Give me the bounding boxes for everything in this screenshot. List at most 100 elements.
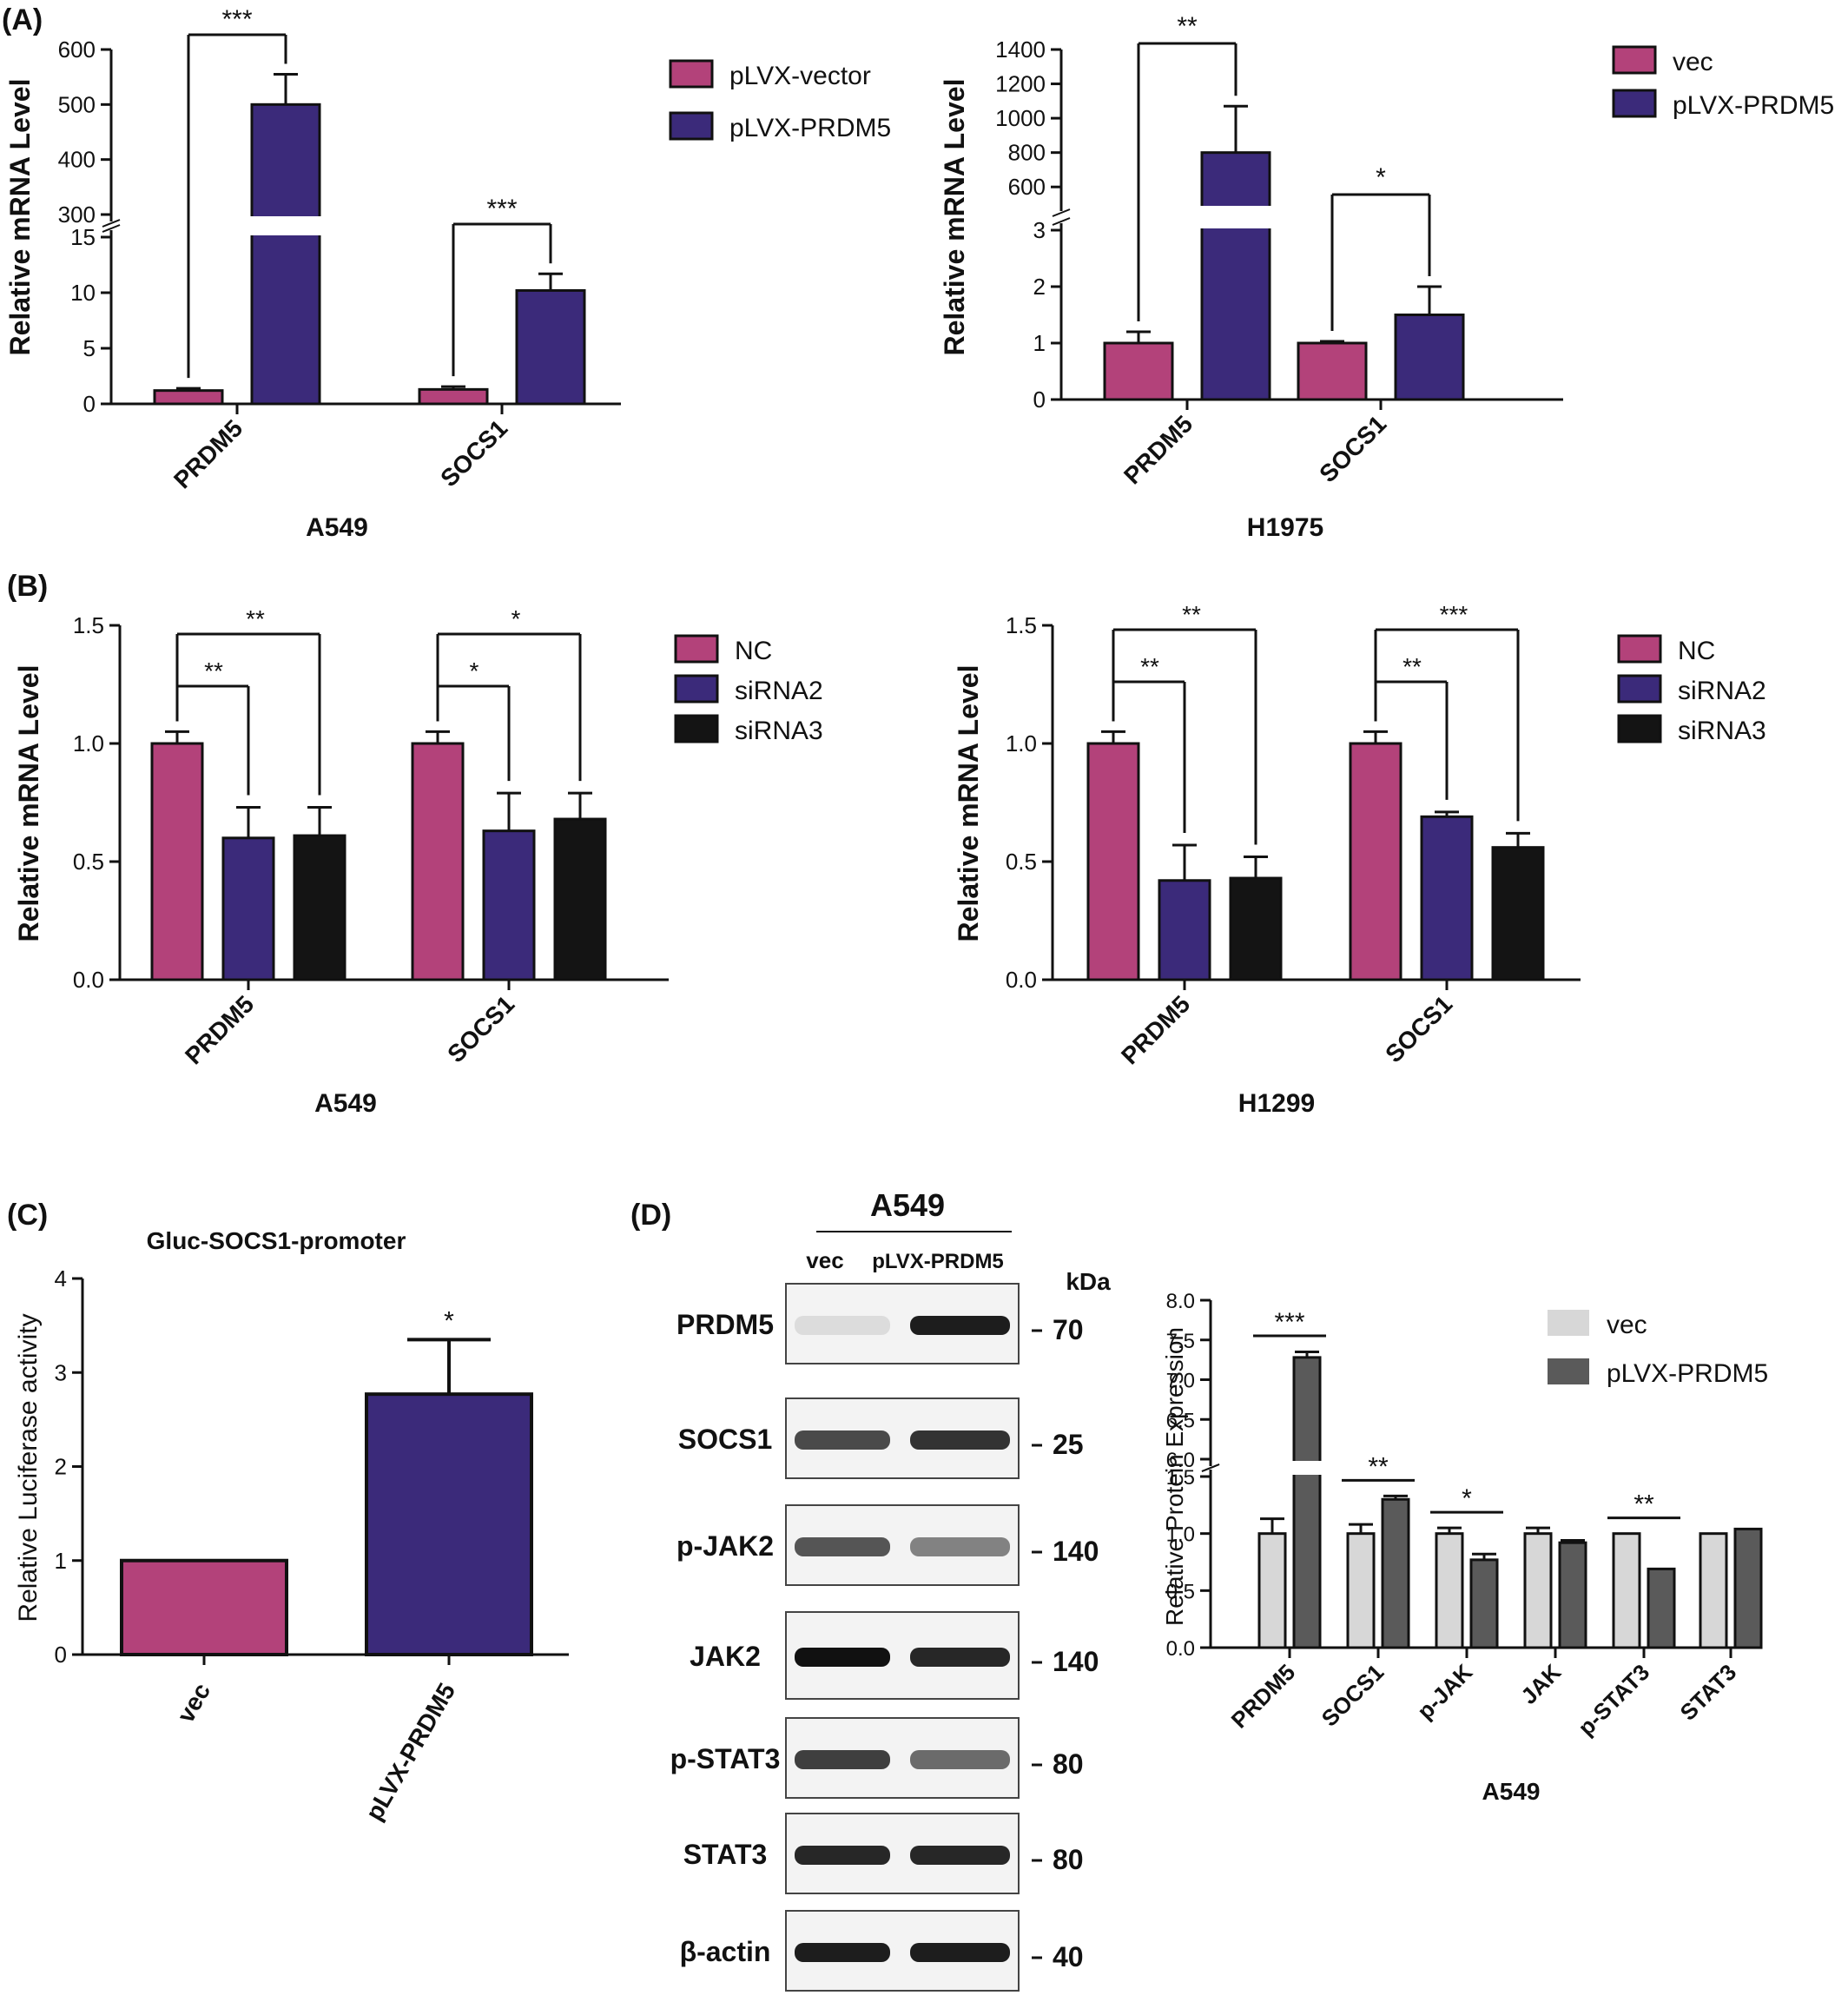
- category-label: PRDM5: [168, 414, 248, 493]
- x-axis-title: A549: [1482, 1778, 1541, 1805]
- kda-value: 80: [1053, 1844, 1084, 1875]
- bar: [1558, 1541, 1587, 1649]
- y-tick-label: 0.0: [73, 967, 104, 993]
- significance-mark: *: [1376, 163, 1386, 192]
- kda-value: 70: [1053, 1314, 1084, 1345]
- legend-label: pLVX-PRDM5: [1607, 1359, 1768, 1388]
- legend-swatch: [674, 634, 719, 664]
- bar: [150, 742, 204, 981]
- y-tick-label: 1.5: [73, 612, 104, 638]
- panel-label-c: (C): [7, 1199, 48, 1232]
- bar: [1349, 742, 1402, 981]
- x-axis-title: H1299: [1238, 1089, 1315, 1118]
- y-tick-label: 1.5: [1006, 612, 1037, 638]
- legend-label: pLVX-vector: [729, 62, 871, 90]
- bar: [1733, 1527, 1763, 1649]
- bar: [418, 387, 489, 406]
- y-tick-label: 0.5: [73, 849, 104, 875]
- category-label: PRDM5: [1226, 1659, 1301, 1734]
- y-tick-label: 3: [55, 1359, 67, 1385]
- blot-cell-line: A549: [870, 1187, 945, 1223]
- y-tick-label: 6.0: [1166, 1449, 1195, 1472]
- bar: [1612, 1532, 1641, 1649]
- axis-break-mark: [102, 224, 121, 233]
- y-tick-label: 15: [70, 224, 96, 250]
- legend-swatch: [669, 59, 714, 89]
- legend-label: vec: [1607, 1311, 1647, 1339]
- blot-protein-label: JAK2: [690, 1641, 761, 1672]
- bar: [1103, 341, 1174, 401]
- y-tick-label: 1200: [995, 71, 1046, 97]
- kda-value: 140: [1053, 1646, 1099, 1677]
- y-tick-label: 0: [83, 391, 96, 417]
- bar: [515, 288, 586, 406]
- y-tick-label: 7.0: [1166, 1370, 1195, 1393]
- bar: [1257, 1532, 1287, 1649]
- blot-lane-label: pLVX-PRDM5: [872, 1250, 1004, 1273]
- blot-band: [795, 1648, 890, 1667]
- blot-protein-label: SOCS1: [678, 1424, 772, 1455]
- y-axis-title: Relative Protein Expression: [1161, 1327, 1188, 1626]
- significance-mark: **: [1140, 653, 1159, 680]
- bar: [411, 742, 465, 981]
- category-label: SOCS1: [1317, 1659, 1389, 1732]
- bar: [1699, 1532, 1728, 1649]
- panel-label-d: (D): [630, 1199, 671, 1232]
- y-tick-label: 4: [55, 1265, 67, 1292]
- y-tick-label: 2: [1033, 274, 1046, 300]
- panel-label-a: (A): [2, 3, 43, 36]
- y-tick-label: 1.0: [1006, 730, 1037, 757]
- significance-mark: ***: [1440, 601, 1468, 628]
- x-axis-title: H1975: [1247, 513, 1323, 542]
- y-tick-label: 1.0: [73, 730, 104, 757]
- bar-break-gap: [1200, 206, 1271, 228]
- legend-label: pLVX-PRDM5: [729, 114, 891, 142]
- y-tick-label: 300: [58, 202, 96, 228]
- blot-band: [910, 1430, 1010, 1450]
- y-tick-label: 1000: [995, 105, 1046, 131]
- bar: [1158, 879, 1211, 981]
- y-tick-label: 0.0: [1166, 1637, 1195, 1661]
- kda-value: 25: [1053, 1429, 1084, 1460]
- blot-band: [910, 1846, 1010, 1865]
- category-label: PRDM5: [1119, 410, 1198, 489]
- significance-mark: **: [1634, 1490, 1654, 1519]
- bar: [1297, 341, 1368, 401]
- y-tick-label: 2: [55, 1454, 67, 1480]
- legend-swatch: [1617, 714, 1662, 743]
- legend-swatch: [669, 111, 714, 141]
- legend-label: siRNA3: [1678, 717, 1766, 745]
- y-axis-title: Relative mRNA Level: [953, 665, 984, 942]
- legend-label: NC: [735, 637, 772, 665]
- legend-swatch: [1617, 634, 1662, 664]
- y-tick-label: 10: [70, 280, 96, 306]
- y-axis-title: Relative mRNA Level: [13, 665, 44, 942]
- y-tick-label: 0.5: [1006, 849, 1037, 875]
- y-tick-label: 1: [1033, 330, 1046, 356]
- blot-band: [795, 1537, 890, 1556]
- panel-label-b: (B): [7, 570, 48, 603]
- bar: [482, 829, 536, 981]
- significance-mark: **: [204, 657, 223, 684]
- legend-swatch: [1548, 1358, 1589, 1384]
- blot-band: [910, 1648, 1010, 1667]
- y-tick-label: 7.5: [1166, 1330, 1195, 1353]
- legend-swatch: [1612, 45, 1657, 75]
- y-axis-title: Relative mRNA Level: [4, 79, 36, 356]
- y-axis-title: Relative Luciferase activity: [14, 1313, 43, 1622]
- legend-label: NC: [1678, 637, 1715, 665]
- axis-break-mark: [1052, 208, 1071, 217]
- bar: [1491, 846, 1545, 981]
- x-axis-title: A549: [306, 513, 368, 542]
- category-label: vec: [172, 1679, 215, 1728]
- y-tick-label: 5: [83, 335, 96, 361]
- category-label: p-JAK: [1412, 1659, 1478, 1725]
- bar: [1200, 151, 1271, 401]
- significance-mark: **: [1368, 1452, 1389, 1481]
- bar: [365, 1392, 533, 1656]
- y-tick-label: 1.5: [1166, 1466, 1195, 1490]
- y-tick-label: 500: [58, 91, 96, 117]
- y-tick-label: 1400: [995, 36, 1046, 63]
- legend-swatch: [1617, 674, 1662, 704]
